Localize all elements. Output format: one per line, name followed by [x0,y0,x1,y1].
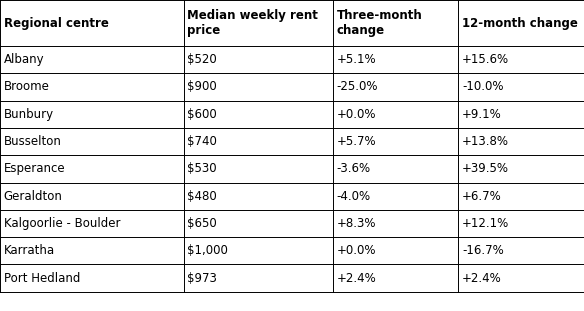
Text: $520: $520 [187,53,217,66]
Text: +2.4%: +2.4% [462,272,502,285]
Text: Busselton: Busselton [4,135,61,148]
Text: $600: $600 [187,108,217,121]
Text: Port Hedland: Port Hedland [4,272,80,285]
Text: +5.1%: +5.1% [336,53,376,66]
Text: +12.1%: +12.1% [462,217,509,230]
Text: Karratha: Karratha [4,244,55,257]
Text: -10.0%: -10.0% [462,81,503,94]
Text: -4.0%: -4.0% [336,190,370,203]
Text: Esperance: Esperance [4,162,65,175]
Text: Geraldton: Geraldton [4,190,62,203]
Text: -3.6%: -3.6% [336,162,370,175]
Text: Bunbury: Bunbury [4,108,54,121]
Text: $973: $973 [187,272,217,285]
Text: $650: $650 [187,217,217,230]
Text: +2.4%: +2.4% [336,272,376,285]
Text: Three-month
change: Three-month change [336,9,422,37]
Text: $530: $530 [187,162,217,175]
Text: $480: $480 [187,190,217,203]
Text: Regional centre: Regional centre [4,16,109,30]
Text: +5.7%: +5.7% [336,135,376,148]
Text: Broome: Broome [4,81,50,94]
Text: +0.0%: +0.0% [336,244,376,257]
Text: 12-month change: 12-month change [462,16,578,30]
Text: $900: $900 [187,81,217,94]
Text: $1,000: $1,000 [187,244,228,257]
Text: Kalgoorlie - Boulder: Kalgoorlie - Boulder [4,217,120,230]
Text: Albany: Albany [4,53,44,66]
Text: +8.3%: +8.3% [336,217,376,230]
Text: +9.1%: +9.1% [462,108,502,121]
Text: +39.5%: +39.5% [462,162,509,175]
Text: +15.6%: +15.6% [462,53,509,66]
Text: $740: $740 [187,135,217,148]
Text: +0.0%: +0.0% [336,108,376,121]
Text: +13.8%: +13.8% [462,135,509,148]
Text: +6.7%: +6.7% [462,190,502,203]
Text: -25.0%: -25.0% [336,81,378,94]
Text: Median weekly rent
price: Median weekly rent price [187,9,318,37]
Text: -16.7%: -16.7% [462,244,503,257]
